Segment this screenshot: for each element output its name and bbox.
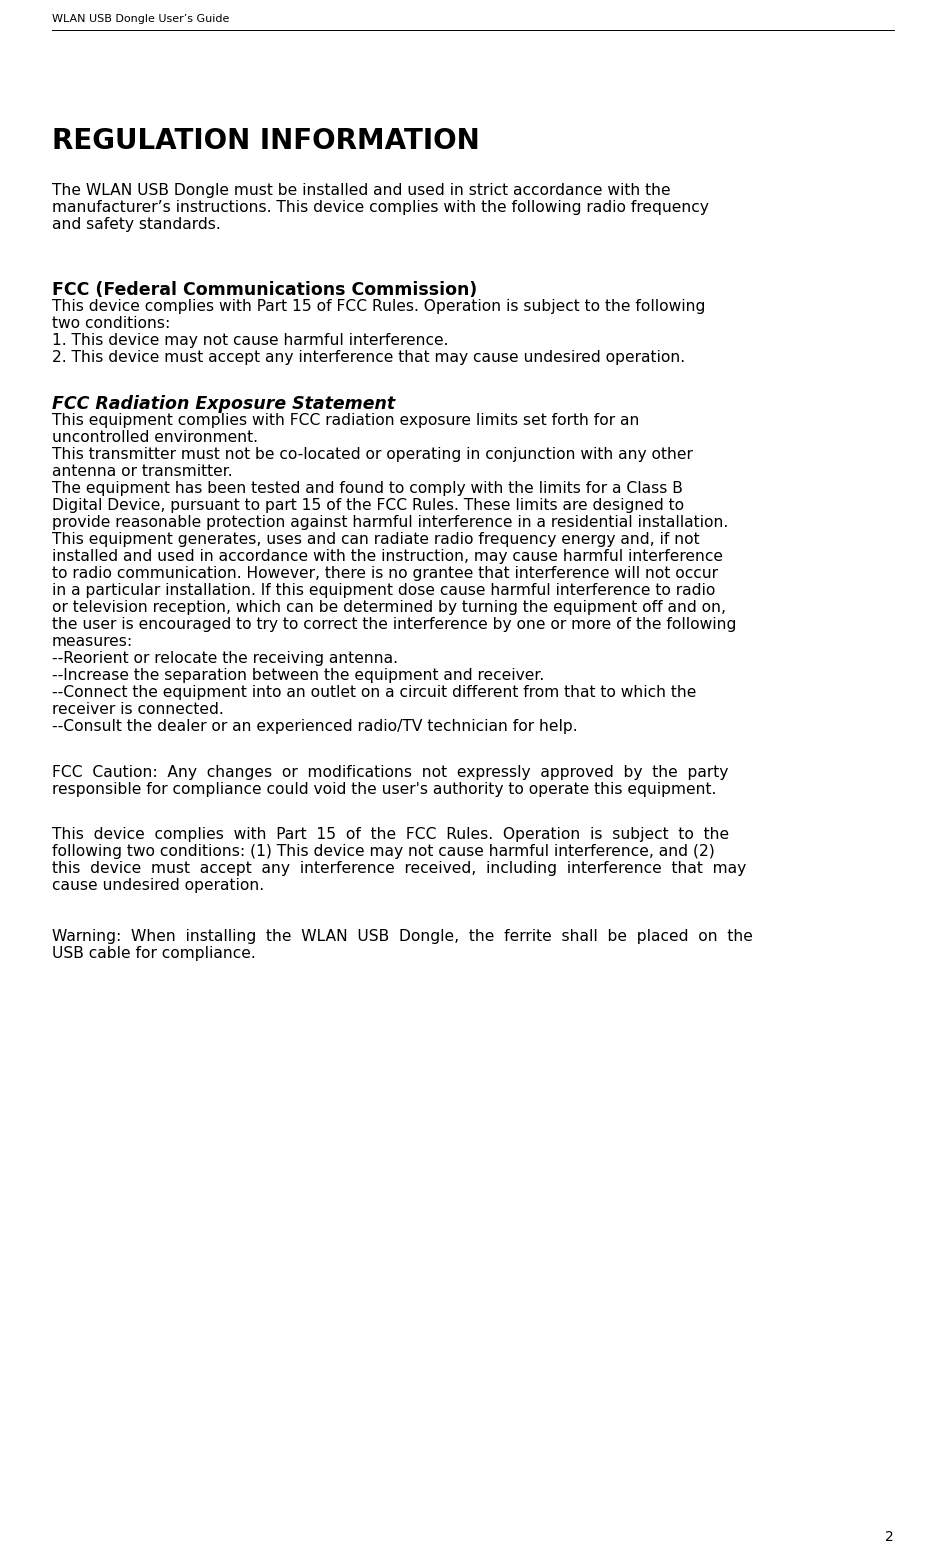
Text: Digital Device, pursuant to part 15 of the FCC Rules. These limits are designed : Digital Device, pursuant to part 15 of t… — [52, 499, 684, 513]
Text: This transmitter must not be co-located or operating in conjunction with any oth: This transmitter must not be co-located … — [52, 447, 692, 463]
Text: USB cable for compliance.: USB cable for compliance. — [52, 946, 255, 962]
Text: --Reorient or relocate the receiving antenna.: --Reorient or relocate the receiving ant… — [52, 652, 398, 666]
Text: manufacturer’s instructions. This device complies with the following radio frequ: manufacturer’s instructions. This device… — [52, 200, 709, 216]
Text: FCC  Caution:  Any  changes  or  modifications  not  expressly  approved  by  th: FCC Caution: Any changes or modification… — [52, 765, 728, 779]
Text: The equipment has been tested and found to comply with the limits for a Class B: The equipment has been tested and found … — [52, 482, 683, 496]
Text: antenna or transmitter.: antenna or transmitter. — [52, 465, 233, 480]
Text: FCC Radiation Exposure Statement: FCC Radiation Exposure Statement — [52, 396, 395, 413]
Text: this  device  must  accept  any  interference  received,  including  interferenc: this device must accept any interference… — [52, 860, 746, 876]
Text: REGULATION INFORMATION: REGULATION INFORMATION — [52, 127, 480, 155]
Text: the user is encouraged to try to correct the interference by one or more of the : the user is encouraged to try to correct… — [52, 618, 736, 632]
Text: FCC (Federal Communications Commission): FCC (Federal Communications Commission) — [52, 282, 477, 299]
Text: responsible for compliance could void the user's authority to operate this equip: responsible for compliance could void th… — [52, 782, 716, 796]
Text: 2: 2 — [885, 1530, 894, 1544]
Text: cause undesired operation.: cause undesired operation. — [52, 877, 264, 893]
Text: in a particular installation. If this equipment dose cause harmful interference : in a particular installation. If this eq… — [52, 583, 715, 599]
Text: --Increase the separation between the equipment and receiver.: --Increase the separation between the eq… — [52, 668, 544, 683]
Text: 1. This device may not cause harmful interference.: 1. This device may not cause harmful int… — [52, 333, 448, 349]
Text: installed and used in accordance with the instruction, may cause harmful interfe: installed and used in accordance with th… — [52, 549, 723, 565]
Text: This equipment generates, uses and can radiate radio frequency energy and, if no: This equipment generates, uses and can r… — [52, 532, 700, 547]
Text: and safety standards.: and safety standards. — [52, 217, 220, 231]
Text: This equipment complies with FCC radiation exposure limits set forth for an: This equipment complies with FCC radiati… — [52, 413, 639, 429]
Text: following two conditions: (1) This device may not cause harmful interference, an: following two conditions: (1) This devic… — [52, 843, 715, 859]
Text: two conditions:: two conditions: — [52, 316, 170, 332]
Text: WLAN USB Dongle User’s Guide: WLAN USB Dongle User’s Guide — [52, 14, 229, 23]
Text: provide reasonable protection against harmful interference in a residential inst: provide reasonable protection against ha… — [52, 516, 728, 530]
Text: receiver is connected.: receiver is connected. — [52, 702, 224, 718]
Text: --Connect the equipment into an outlet on a circuit different from that to which: --Connect the equipment into an outlet o… — [52, 685, 696, 701]
Text: 2. This device must accept any interference that may cause undesired operation.: 2. This device must accept any interfere… — [52, 350, 685, 364]
Text: --Consult the dealer or an experienced radio/TV technician for help.: --Consult the dealer or an experienced r… — [52, 719, 578, 735]
Text: This device complies with Part 15 of FCC Rules. Operation is subject to the foll: This device complies with Part 15 of FCC… — [52, 299, 706, 314]
Text: measures:: measures: — [52, 635, 133, 649]
Text: or television reception, which can be determined by turning the equipment off an: or television reception, which can be de… — [52, 601, 726, 615]
Text: to radio communication. However, there is no grantee that interference will not : to radio communication. However, there i… — [52, 566, 718, 582]
Text: This  device  complies  with  Part  15  of  the  FCC  Rules.  Operation  is  sub: This device complies with Part 15 of the… — [52, 827, 729, 841]
Text: Warning:  When  installing  the  WLAN  USB  Dongle,  the  ferrite  shall  be  pl: Warning: When installing the WLAN USB Do… — [52, 929, 753, 945]
Text: The WLAN USB Dongle must be installed and used in strict accordance with the: The WLAN USB Dongle must be installed an… — [52, 183, 671, 199]
Text: uncontrolled environment.: uncontrolled environment. — [52, 430, 258, 446]
